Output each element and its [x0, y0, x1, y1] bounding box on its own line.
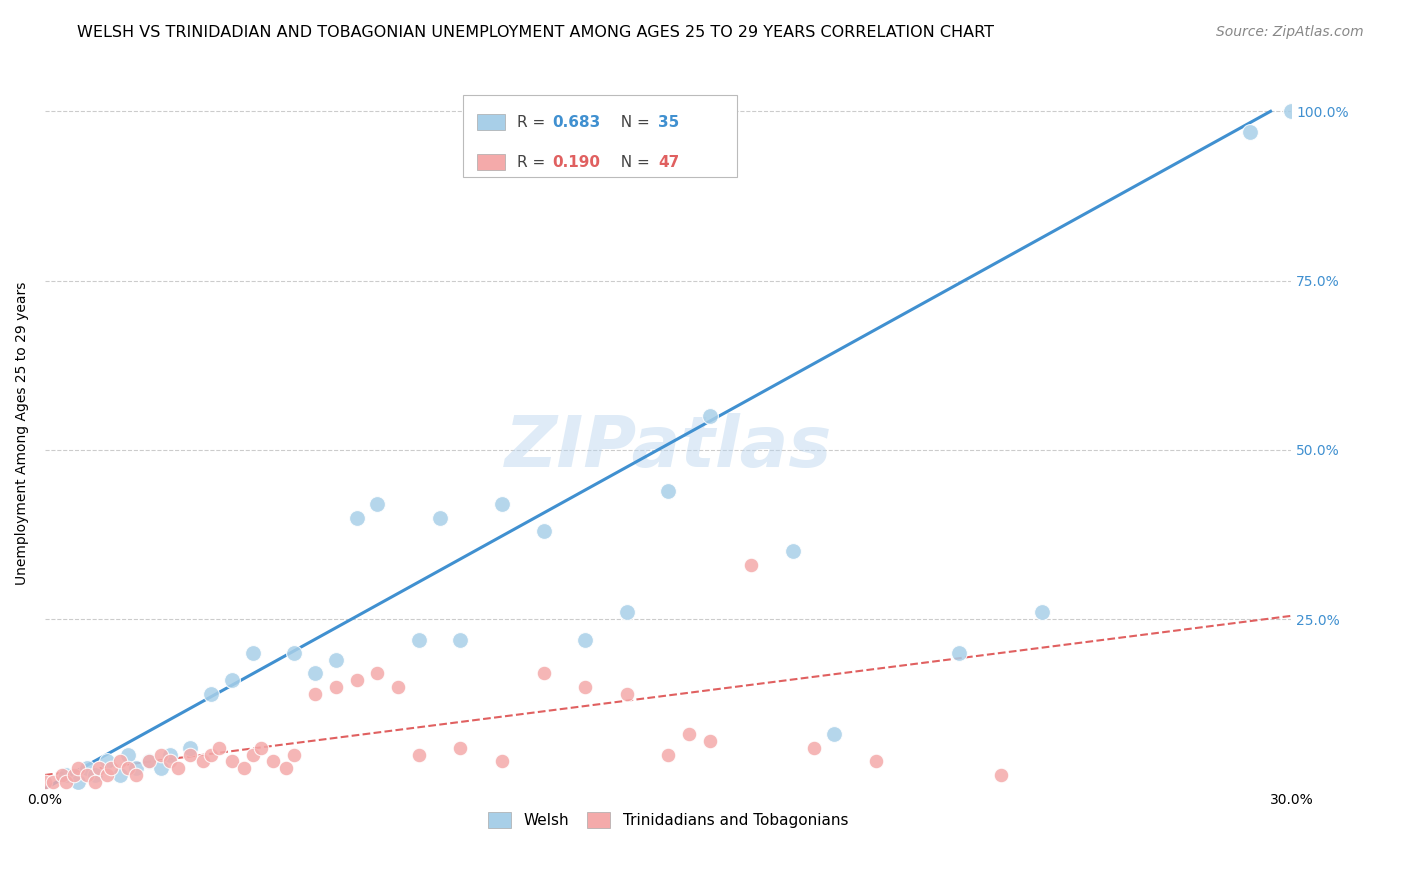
- Point: [283, 747, 305, 762]
- Point: [96, 755, 118, 769]
- Point: [678, 727, 700, 741]
- Point: [83, 774, 105, 789]
- Point: [233, 761, 256, 775]
- Point: [55, 774, 77, 789]
- Point: [782, 544, 804, 558]
- Text: WELSH VS TRINIDADIAN AND TOBAGONIAN UNEMPLOYMENT AMONG AGES 25 TO 29 YEARS CORRE: WELSH VS TRINIDADIAN AND TOBAGONIAN UNEM…: [77, 25, 994, 40]
- Legend: Welsh, Trinidadians and Tobagonians: Welsh, Trinidadians and Tobagonians: [482, 806, 853, 834]
- Point: [740, 558, 762, 572]
- Text: 0.190: 0.190: [553, 155, 600, 169]
- Point: [221, 673, 243, 688]
- Point: [63, 768, 86, 782]
- Point: [699, 409, 721, 423]
- Point: [657, 483, 679, 498]
- Text: R =: R =: [517, 155, 551, 169]
- Point: [657, 747, 679, 762]
- Point: [263, 755, 285, 769]
- Point: [325, 653, 347, 667]
- Text: ZIPatlas: ZIPatlas: [505, 413, 832, 482]
- Y-axis label: Unemployment Among Ages 25 to 29 years: Unemployment Among Ages 25 to 29 years: [15, 281, 30, 584]
- Point: [491, 755, 513, 769]
- Point: [167, 761, 190, 775]
- Point: [55, 768, 77, 782]
- Point: [200, 687, 222, 701]
- Point: [67, 774, 90, 789]
- Point: [408, 747, 430, 762]
- Point: [429, 510, 451, 524]
- Text: 0.683: 0.683: [553, 115, 600, 129]
- Point: [100, 761, 122, 775]
- Point: [150, 761, 173, 775]
- Text: 35: 35: [658, 115, 679, 129]
- Point: [125, 761, 148, 775]
- Point: [823, 727, 845, 741]
- Point: [533, 524, 555, 538]
- Point: [283, 646, 305, 660]
- FancyBboxPatch shape: [478, 114, 505, 130]
- Point: [304, 666, 326, 681]
- Point: [150, 747, 173, 762]
- Point: [408, 632, 430, 647]
- Point: [242, 747, 264, 762]
- Point: [221, 755, 243, 769]
- Point: [803, 740, 825, 755]
- Point: [491, 497, 513, 511]
- Point: [304, 687, 326, 701]
- Text: N =: N =: [610, 115, 654, 129]
- Point: [616, 606, 638, 620]
- Point: [159, 755, 181, 769]
- Point: [574, 680, 596, 694]
- Point: [191, 755, 214, 769]
- Point: [138, 755, 160, 769]
- Point: [574, 632, 596, 647]
- Text: 47: 47: [658, 155, 679, 169]
- Point: [449, 740, 471, 755]
- Point: [616, 687, 638, 701]
- Point: [948, 646, 970, 660]
- Point: [83, 768, 105, 782]
- Text: Source: ZipAtlas.com: Source: ZipAtlas.com: [1216, 25, 1364, 39]
- Point: [179, 747, 201, 762]
- Point: [449, 632, 471, 647]
- Point: [108, 768, 131, 782]
- Point: [125, 768, 148, 782]
- FancyBboxPatch shape: [478, 154, 505, 170]
- Point: [533, 666, 555, 681]
- Point: [242, 646, 264, 660]
- Point: [76, 761, 98, 775]
- Point: [117, 747, 139, 762]
- Point: [1239, 125, 1261, 139]
- Point: [990, 768, 1012, 782]
- Point: [108, 755, 131, 769]
- Point: [42, 774, 65, 789]
- Point: [274, 761, 297, 775]
- Point: [200, 747, 222, 762]
- Point: [699, 734, 721, 748]
- Point: [117, 761, 139, 775]
- Point: [208, 740, 231, 755]
- Point: [159, 747, 181, 762]
- Point: [366, 666, 388, 681]
- Point: [1279, 104, 1302, 119]
- Point: [34, 774, 56, 789]
- Point: [76, 768, 98, 782]
- Text: R =: R =: [517, 115, 551, 129]
- FancyBboxPatch shape: [463, 95, 737, 177]
- Point: [325, 680, 347, 694]
- Text: N =: N =: [610, 155, 654, 169]
- Point: [1031, 606, 1053, 620]
- Point: [87, 761, 110, 775]
- Point: [138, 755, 160, 769]
- Point: [179, 740, 201, 755]
- Point: [51, 768, 73, 782]
- Point: [96, 768, 118, 782]
- Point: [366, 497, 388, 511]
- Point: [67, 761, 90, 775]
- Point: [250, 740, 273, 755]
- Point: [387, 680, 409, 694]
- Point: [865, 755, 887, 769]
- Point: [346, 510, 368, 524]
- Point: [346, 673, 368, 688]
